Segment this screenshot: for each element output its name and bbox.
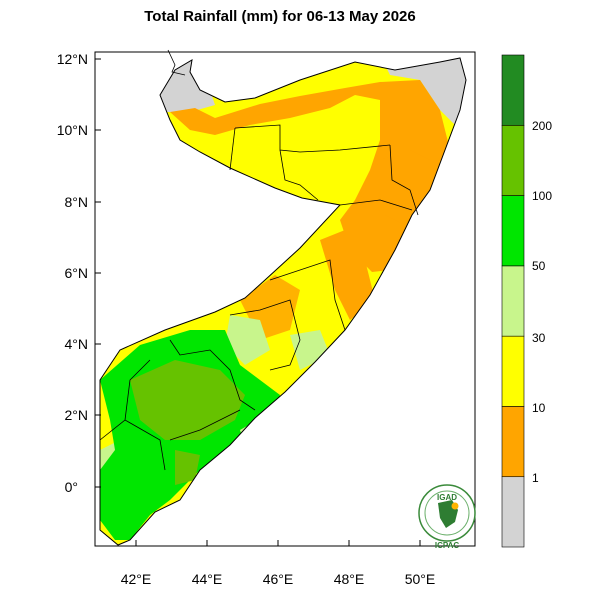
x-tick-label: 50°E <box>405 571 436 587</box>
legend-bin <box>501 124 525 196</box>
legend-bin <box>501 195 525 267</box>
y-tick-label: 12°N <box>57 51 88 67</box>
y-tick-label: 2°N <box>65 407 89 423</box>
legend-label: 50 <box>532 259 546 273</box>
legend-bin <box>501 406 525 478</box>
legend-bin <box>501 265 525 337</box>
y-tick-label: 0° <box>65 479 78 495</box>
legend-label: 1 <box>532 471 539 485</box>
logo-top-text: IGAD <box>437 493 457 502</box>
x-tick-label: 46°E <box>263 571 294 587</box>
legend-label: 100 <box>532 189 552 203</box>
legend-label: 200 <box>532 119 552 133</box>
x-tick-label: 42°E <box>121 571 152 587</box>
y-tick-label: 6°N <box>65 265 89 281</box>
legend-label: 10 <box>532 401 546 415</box>
y-tick-label: 10°N <box>57 122 88 138</box>
icpac-logo: IGAD ICPAC <box>418 484 476 550</box>
legend-colorbar <box>501 54 525 548</box>
logo-bottom-text: ICPAC <box>435 541 460 550</box>
y-axis <box>95 58 101 488</box>
x-tick-label: 44°E <box>192 571 223 587</box>
neighbour-border <box>167 49 186 76</box>
legend-label: 30 <box>532 331 546 345</box>
legend-bin <box>501 476 525 548</box>
region-borders <box>99 124 419 471</box>
sun-icon <box>451 502 459 510</box>
x-tick-label: 48°E <box>334 571 365 587</box>
x-axis <box>135 540 421 546</box>
legend-labels: 1 10 30 50 100 200 <box>532 119 552 485</box>
y-tick-label: 4°N <box>65 336 89 352</box>
y-tick-label: 8°N <box>65 194 89 210</box>
map-title: Total Rainfall (mm) for 06-13 May 2026 <box>144 8 416 25</box>
legend-bin <box>501 54 525 126</box>
legend-bin <box>501 335 525 407</box>
country-outline <box>99 57 467 546</box>
